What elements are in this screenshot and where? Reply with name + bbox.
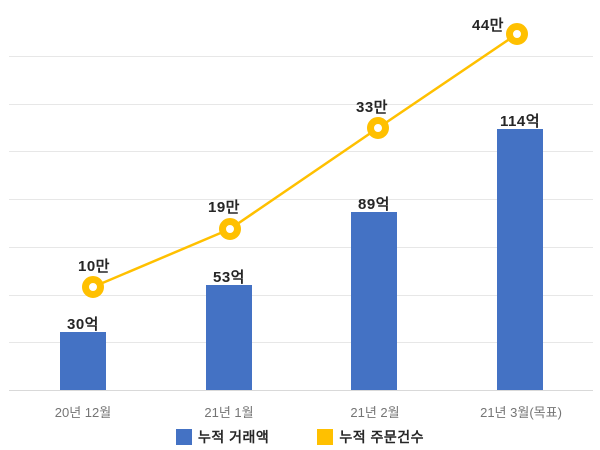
bar-value-label: 30억: [67, 316, 99, 333]
x-axis-label: 21년 2월: [350, 405, 400, 420]
bar-2021-02: [351, 212, 397, 390]
gridline: [9, 56, 593, 57]
x-axis-label: 21년 1월: [204, 405, 254, 420]
line-marker-icon: [367, 117, 389, 139]
gridline: [9, 295, 593, 296]
line-value-label: 33만: [356, 99, 388, 116]
x-axis-label: 20년 12월: [54, 405, 112, 420]
line-path: [91, 32, 519, 289]
legend-item-orders: 누적 주문건수: [317, 427, 424, 447]
bar-2020-12: [60, 332, 106, 390]
legend-label: 누적 거래액: [198, 429, 270, 445]
legend-label: 누적 주문건수: [339, 429, 424, 445]
line-marker-icon: [82, 276, 104, 298]
line-marker-icon: [219, 218, 241, 240]
x-axis-label: 21년 3월(목표): [480, 405, 562, 420]
gridline: [9, 104, 593, 105]
x-axis-line: [9, 390, 593, 391]
line-value-label: 44만: [472, 17, 504, 34]
bar-2021-03-target: [497, 129, 543, 390]
bar-value-label: 53억: [213, 269, 245, 286]
line-value-label: 10만: [78, 258, 110, 275]
legend-swatch-bar-icon: [176, 429, 193, 445]
line-value-label: 19만: [208, 199, 240, 216]
gridline: [9, 342, 593, 343]
legend: 누적 거래액 누적 주문건수: [0, 427, 600, 447]
bar-2021-01: [206, 285, 252, 390]
bar-value-label: 89억: [358, 196, 390, 213]
bar-value-label: 114억: [500, 113, 540, 130]
legend-swatch-line-icon: [317, 429, 334, 445]
legend-item-sales: 누적 거래액: [176, 427, 269, 447]
